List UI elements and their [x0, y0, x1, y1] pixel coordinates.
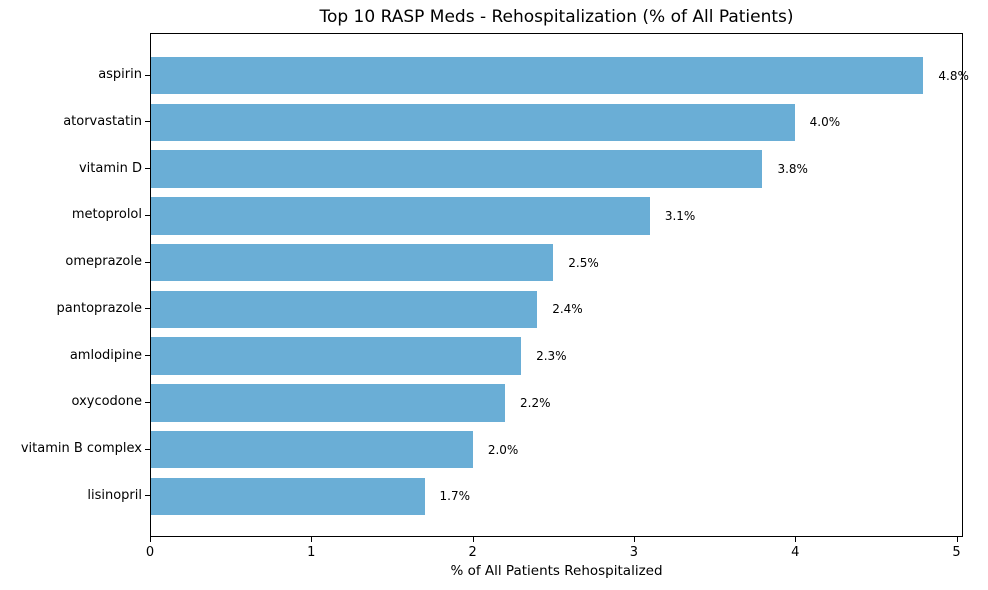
x-tick-label: 5 [952, 545, 961, 560]
x-tick-label: 3 [629, 545, 639, 560]
x-tick-label: 1 [307, 545, 316, 560]
y-tick-label: vitamin B complex [20, 441, 142, 457]
y-tick-label: metoprolol [71, 207, 142, 223]
y-tick-label: vitamin D [78, 160, 142, 176]
y-tick-label: oxycodone [71, 394, 142, 410]
bar-value-label: 4.8% [938, 68, 969, 83]
bar-value-label: 1.7% [439, 489, 471, 504]
x-tick-mark [150, 537, 151, 542]
x-axis-label: % of All Patients Rehospitalized [450, 563, 663, 579]
x-tick-mark [472, 537, 474, 542]
plot-area: 4.8% 4.0% 3.8% 3.1% 2.5% 2.4% 2.3% 2.2% 2.0% 1.7% [150, 33, 969, 537]
bar-value-label: 4.0% [809, 115, 841, 130]
bar-value-label: 3.1% [664, 208, 696, 223]
bar [151, 337, 522, 375]
y-tick-mark [145, 121, 150, 123]
bar-value-label: 2.5% [568, 255, 599, 270]
y-tick-mark [145, 448, 150, 450]
y-tick-mark [145, 401, 150, 403]
x-tick-label: 4 [791, 545, 800, 560]
y-tick-label: omeprazole [65, 254, 142, 270]
y-tick-label: amlodipine [69, 347, 142, 363]
bar [151, 197, 650, 235]
bar [151, 243, 554, 282]
y-tick-label: pantoprazole [56, 300, 142, 316]
y-tick-label: atorvastatin [63, 113, 142, 129]
y-tick-label: lisinopril [87, 487, 142, 503]
y-tick-label: aspirin [98, 67, 142, 83]
bar-value-label: 2.4% [552, 302, 583, 317]
bar [151, 430, 473, 469]
bar-value-label: 2.0% [487, 442, 519, 457]
bar-value-label: 2.3% [536, 349, 567, 364]
bar [151, 290, 538, 329]
y-tick-mark [145, 355, 150, 357]
bar-value-label: 3.8% [777, 162, 808, 177]
x-tick-mark [311, 537, 313, 542]
y-tick-mark [145, 308, 150, 310]
y-tick-mark [145, 495, 150, 497]
bar [151, 150, 763, 188]
y-tick-mark [145, 168, 150, 170]
y-tick-mark [145, 74, 150, 76]
bar-value-label: 2.2% [520, 395, 551, 410]
y-tick-mark [145, 261, 150, 263]
x-tick-label: 0 [145, 545, 155, 560]
x-tick-mark [633, 537, 635, 542]
bar [151, 477, 425, 516]
y-tick-mark [145, 214, 150, 216]
bar [151, 384, 505, 422]
bar [151, 103, 795, 142]
x-tick-mark [795, 537, 797, 542]
chart-title: Top 10 RASP Meds - Rehospitalization (% … [319, 7, 794, 27]
bar [151, 56, 924, 95]
x-tick-label: 2 [468, 545, 477, 560]
x-tick-mark [956, 537, 958, 542]
